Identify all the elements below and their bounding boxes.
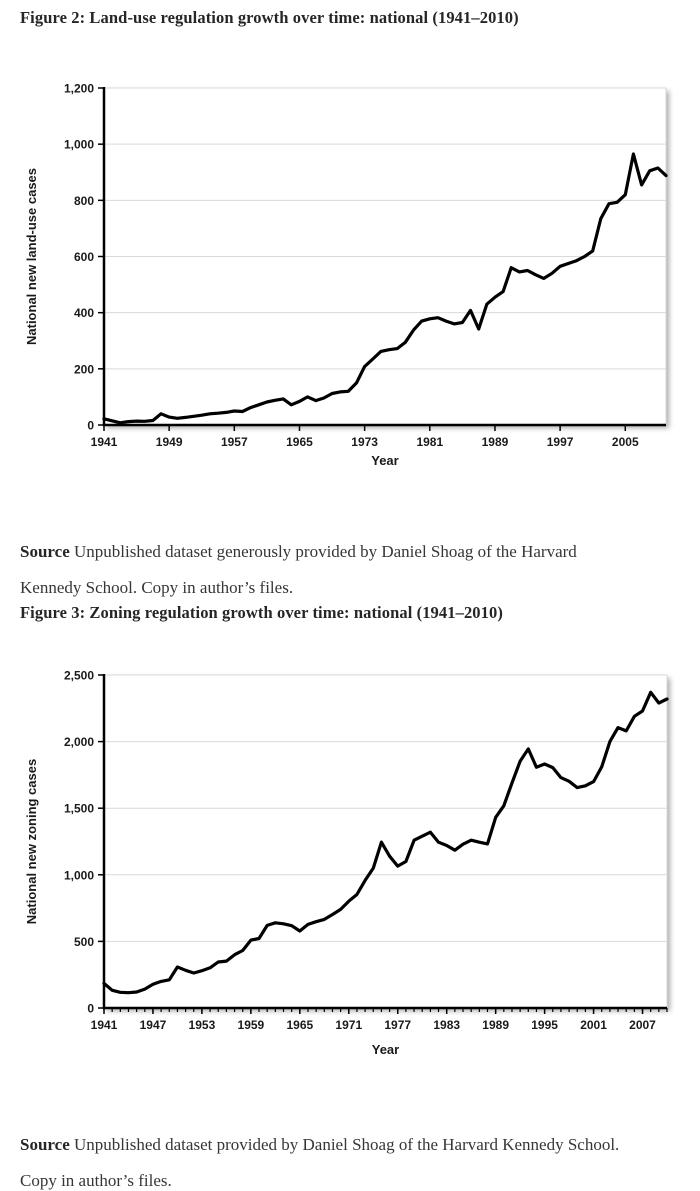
x-tick-label: 1941 — [91, 1018, 118, 1032]
x-axis-title: Year — [372, 1042, 399, 1057]
x-tick-label: 1983 — [433, 1018, 460, 1032]
y-tick-label: 1,500 — [64, 802, 94, 816]
y-axis-title: National new land-use cases — [24, 168, 39, 345]
x-tick-label: 1989 — [482, 1018, 509, 1032]
x-tick-label: 1981 — [416, 435, 443, 449]
series-line — [102, 690, 669, 995]
y-tick-label: 1,000 — [64, 138, 94, 152]
y-tick-label: 2,500 — [64, 669, 94, 683]
figure2-title: Figure 2: Land-use regulation growth ove… — [20, 8, 519, 27]
figure2-chart: 0 200 400 600 800 1,000 1,200 1941 1949 1957 1965 1… — [14, 76, 674, 478]
y-tick-label: 0 — [87, 1002, 94, 1016]
x-tick-label: 2007 — [629, 1018, 656, 1032]
figure2-source: Source Unpublished dataset generously pr… — [20, 534, 632, 606]
x-tick-label: 1959 — [238, 1018, 265, 1032]
series-line — [102, 152, 668, 425]
figure3-title: Figure 3: Zoning regulation growth over … — [20, 603, 503, 622]
figure3-source: Source Unpublished dataset provided by D… — [20, 1127, 632, 1191]
y-tick-label: 200 — [74, 362, 94, 376]
x-tick-label: 1965 — [286, 435, 313, 449]
x-tick-label: 1971 — [335, 1018, 362, 1032]
figure3-line-chart: 0 500 1,000 1,500 2,000 2,500 1941 1947 1953 1959… — [24, 669, 669, 1057]
figure3-source-text: Unpublished dataset provided by Daniel S… — [20, 1135, 620, 1190]
x-tick-label: 1997 — [547, 435, 574, 449]
y-tick-label: 400 — [74, 306, 94, 320]
figure2-source-label: Source — [20, 542, 70, 561]
y-tick-label: 600 — [74, 250, 94, 264]
x-tick-label: 1965 — [286, 1018, 313, 1032]
x-tick-label: 1989 — [482, 435, 509, 449]
x-tick-label: 1947 — [140, 1018, 167, 1032]
x-tick-label: 1957 — [221, 435, 248, 449]
x-tick-label: 2005 — [612, 435, 639, 449]
figure3-source-label: Source — [20, 1135, 70, 1154]
x-tick-label: 1953 — [189, 1018, 216, 1032]
y-tick-label: 0 — [87, 419, 94, 433]
y-tick-label: 2,000 — [64, 735, 94, 749]
y-tick-label: 500 — [74, 935, 94, 949]
figure2-source-text: Unpublished dataset generously provided … — [20, 542, 577, 597]
y-tick-label: 1,000 — [64, 868, 94, 882]
x-tick-label: 1949 — [156, 435, 183, 449]
x-tick-label: 2001 — [580, 1018, 607, 1032]
x-tick-label: 1995 — [531, 1018, 558, 1032]
figure3-chart: 0 500 1,000 1,500 2,000 2,500 1941 1947 1953 1959… — [14, 658, 674, 1068]
y-axis-title: National new zoning cases — [24, 759, 39, 924]
x-tick-label: 1973 — [351, 435, 378, 449]
figure2-line-chart: 0 200 400 600 800 1,000 1,200 1941 1949 1957 1965 1… — [24, 82, 668, 468]
x-axis-title: Year — [371, 453, 398, 468]
y-tick-label: 1,200 — [64, 82, 94, 96]
x-tick-label: 1941 — [91, 435, 118, 449]
y-tick-label: 800 — [74, 194, 94, 208]
x-tick-label: 1977 — [384, 1018, 411, 1032]
